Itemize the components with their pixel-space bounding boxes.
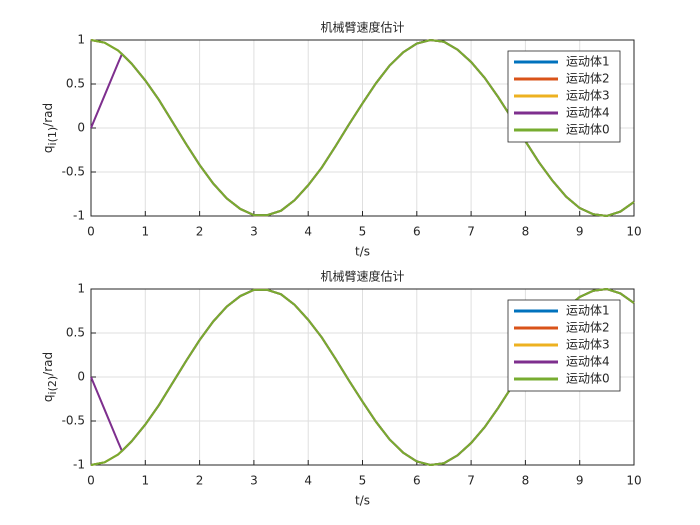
x-tick-label: 5 bbox=[359, 225, 367, 239]
y-tick-label: -1 bbox=[73, 458, 85, 472]
axes-box bbox=[90, 39, 635, 217]
series-line bbox=[90, 38, 635, 218]
y-label-suffix: /rad bbox=[41, 103, 55, 127]
x-tick-label: 6 bbox=[413, 225, 421, 239]
y-label-sub: i(1) bbox=[46, 127, 59, 146]
y-tick-label: 0 bbox=[77, 370, 85, 384]
x-tick-label: 8 bbox=[522, 225, 530, 239]
y-label-suffix: /rad bbox=[41, 352, 55, 376]
x-tick-label: 0 bbox=[87, 225, 95, 239]
y-axis-label: qi(1)/rad bbox=[41, 103, 60, 153]
y-tick-label: -0.5 bbox=[62, 165, 85, 179]
x-axis-label: t/s bbox=[355, 245, 370, 259]
x-tick-label: 3 bbox=[250, 225, 258, 239]
legend-label: 运动体2 bbox=[566, 72, 610, 86]
x-tick-label: 4 bbox=[304, 474, 312, 488]
y-tick-label: 1 bbox=[77, 282, 85, 296]
legend-label: 运动体0 bbox=[566, 372, 610, 386]
x-tick-label: 5 bbox=[359, 474, 367, 488]
y-label-main: q bbox=[41, 394, 55, 402]
x-tick-label: 1 bbox=[141, 225, 149, 239]
legend-label: 运动体4 bbox=[566, 106, 610, 120]
x-tick-label: 1 bbox=[141, 474, 149, 488]
legend-label: 运动体1 bbox=[566, 55, 610, 69]
x-tick-label: 9 bbox=[576, 225, 584, 239]
x-tick-label: 8 bbox=[522, 474, 530, 488]
x-tick-label: 2 bbox=[196, 225, 204, 239]
chart-title: 机械臂速度估计 bbox=[320, 269, 404, 284]
y-tick-label: -0.5 bbox=[62, 414, 85, 428]
x-tick-label: 7 bbox=[467, 474, 475, 488]
legend-label: 运动体4 bbox=[566, 355, 610, 369]
chart-title: 机械臂速度估计 bbox=[320, 20, 404, 35]
x-tick-label: 2 bbox=[196, 474, 204, 488]
y-tick-label: -1 bbox=[73, 209, 85, 223]
legend-label: 运动体1 bbox=[566, 304, 610, 318]
x-tick-label: 10 bbox=[626, 225, 641, 239]
y-tick-label: 0.5 bbox=[66, 326, 85, 340]
y-tick-label: 1 bbox=[77, 33, 85, 47]
y-tick-label: 0.5 bbox=[66, 77, 85, 91]
x-tick-label: 10 bbox=[626, 474, 641, 488]
x-axis-label: t/s bbox=[355, 494, 370, 508]
legend-label: 运动体3 bbox=[566, 89, 610, 103]
legend-label: 运动体3 bbox=[566, 338, 610, 352]
x-tick-label: 6 bbox=[413, 474, 421, 488]
x-tick-label: 3 bbox=[250, 474, 258, 488]
y-axis-label: qi(2)/rad bbox=[41, 352, 60, 402]
legend-label: 运动体0 bbox=[566, 123, 610, 137]
y-tick-label: 0 bbox=[77, 121, 85, 135]
x-tick-label: 7 bbox=[467, 225, 475, 239]
x-tick-label: 9 bbox=[576, 474, 584, 488]
legend-label: 运动体2 bbox=[566, 321, 610, 335]
y-label-main: q bbox=[41, 145, 55, 153]
y-label-sub: i(2) bbox=[46, 376, 59, 395]
x-tick-label: 4 bbox=[304, 225, 312, 239]
x-tick-label: 0 bbox=[87, 474, 95, 488]
